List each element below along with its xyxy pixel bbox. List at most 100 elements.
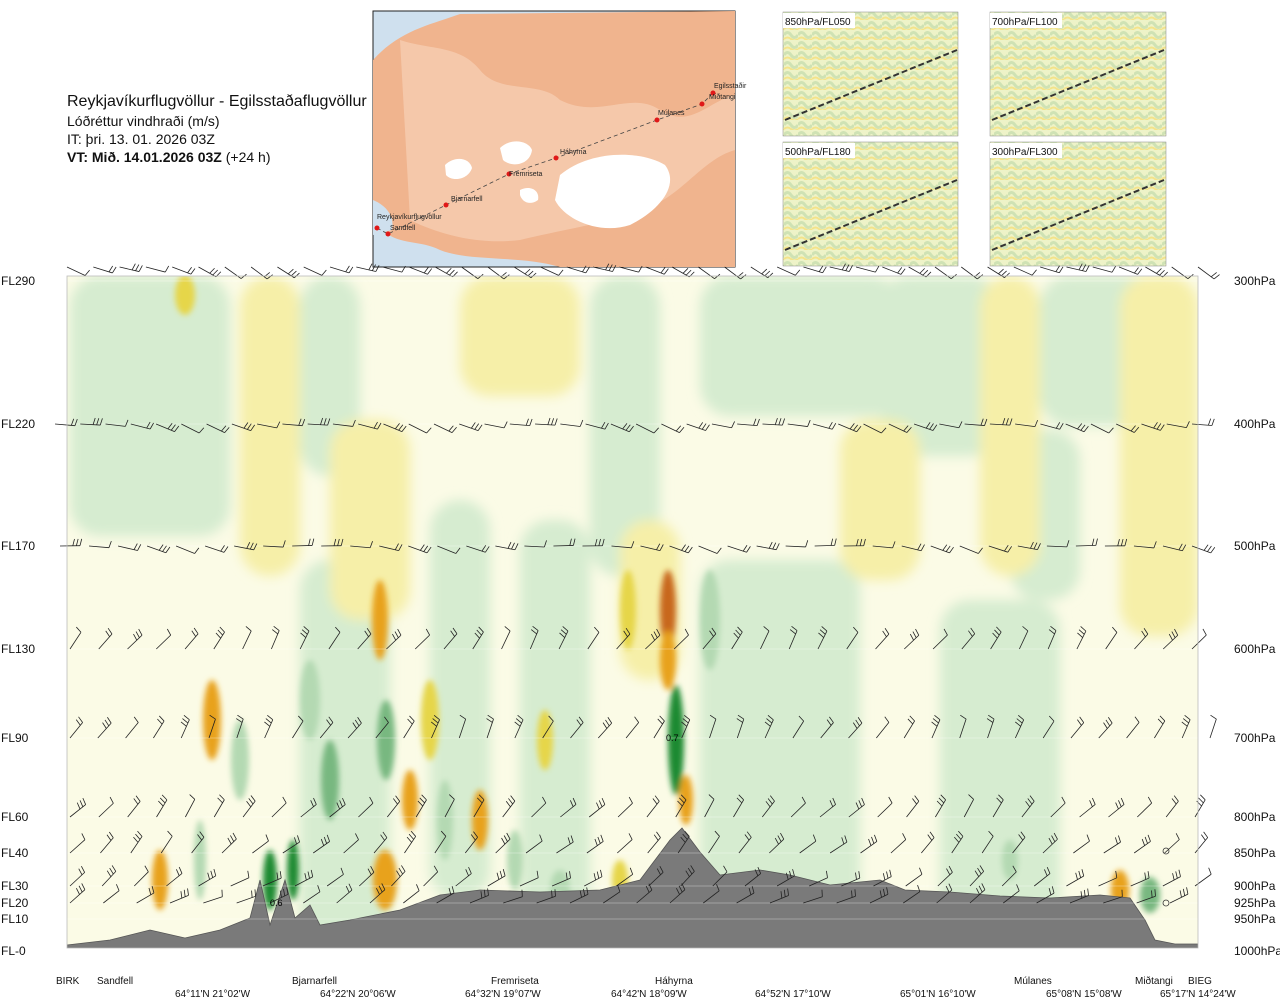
wind-barb bbox=[153, 715, 165, 739]
wind-barb bbox=[616, 867, 634, 887]
wind-barb bbox=[963, 794, 974, 818]
wind-barb bbox=[332, 419, 356, 427]
wind-barb bbox=[379, 543, 403, 551]
wind-barb bbox=[180, 715, 190, 739]
inset-300-title: 300hPa/FL300 bbox=[992, 147, 1058, 158]
wind-barb bbox=[69, 797, 87, 818]
wind-barb bbox=[558, 626, 569, 650]
wind-barb bbox=[1021, 795, 1035, 818]
wind-barb bbox=[1171, 266, 1194, 280]
wind-barb bbox=[873, 869, 892, 887]
wind-barb bbox=[130, 830, 143, 854]
wind-barb bbox=[1194, 831, 1209, 854]
location-label-mi-tangi: Miðtangi bbox=[1135, 975, 1173, 987]
downdraft-band bbox=[840, 420, 920, 580]
wind-barb bbox=[1162, 628, 1179, 650]
wind-barb bbox=[935, 794, 946, 818]
wind-barb bbox=[992, 794, 1004, 818]
wind-barb bbox=[536, 889, 556, 904]
wind-barb bbox=[640, 543, 664, 552]
wind-barb bbox=[156, 794, 168, 818]
wind-barb bbox=[347, 717, 362, 739]
wind-barb bbox=[369, 883, 386, 904]
wind-barb bbox=[903, 715, 915, 739]
wind-barb bbox=[191, 831, 205, 854]
wind-barb bbox=[1181, 714, 1191, 739]
wind-barb bbox=[1019, 626, 1029, 650]
hpa-label-950: 950hPa bbox=[1234, 912, 1276, 926]
wind-barb bbox=[519, 870, 539, 887]
updraft-band bbox=[880, 276, 1000, 456]
wind-barb bbox=[136, 886, 155, 904]
wind-barb bbox=[529, 625, 539, 650]
wind-barb bbox=[103, 884, 120, 904]
wind-barb bbox=[1164, 833, 1180, 854]
wind-barb bbox=[698, 545, 722, 554]
wind-barb bbox=[934, 266, 957, 280]
wind-barb bbox=[69, 883, 86, 904]
contour-label-0-6: 0.6 bbox=[270, 898, 283, 908]
wind-barb bbox=[625, 716, 640, 739]
wind-barb bbox=[230, 870, 250, 887]
wind-barb bbox=[466, 545, 490, 553]
velocity-core bbox=[620, 570, 636, 650]
wind-barb bbox=[603, 885, 621, 904]
wind-barb bbox=[1126, 716, 1140, 739]
velocity-core bbox=[372, 580, 388, 660]
barb-row-8 bbox=[69, 865, 1212, 887]
fl-label-fl130: FL130 bbox=[1, 642, 35, 656]
wind-barb bbox=[661, 423, 685, 433]
velocity-core bbox=[175, 276, 195, 315]
valid-time: VT: Mið. 14.01.2026 03Z (+24 h) bbox=[67, 148, 367, 166]
wind-barb bbox=[761, 795, 775, 818]
wind-barb bbox=[617, 796, 633, 818]
wind-barb bbox=[671, 266, 695, 278]
wind-barb bbox=[855, 265, 880, 273]
inset-500: 500hPa/FL180 bbox=[782, 141, 959, 267]
wind-barb bbox=[787, 419, 811, 427]
wind-barb bbox=[271, 625, 280, 650]
wind-barb bbox=[459, 422, 483, 431]
wind-barb bbox=[1076, 626, 1087, 650]
wind-barb bbox=[408, 266, 433, 275]
wind-barb bbox=[263, 540, 286, 548]
wind-barb bbox=[570, 716, 584, 739]
velocity-core bbox=[402, 770, 418, 830]
wind-barb bbox=[698, 266, 721, 279]
wind-barb bbox=[681, 714, 691, 739]
wind-barb bbox=[408, 544, 432, 554]
wind-barb bbox=[1047, 625, 1057, 650]
valid-time-lead: (+24 h) bbox=[225, 149, 271, 165]
wind-barb bbox=[1040, 422, 1064, 430]
map-label-mulanes: Múlanes bbox=[658, 110, 685, 117]
wind-barb bbox=[788, 625, 798, 650]
map-label-hahyrna: Háhyrna bbox=[560, 149, 587, 156]
map-label-midtangi: Miðtangi bbox=[709, 93, 736, 101]
wind-barb bbox=[175, 545, 200, 554]
wind-barb bbox=[930, 544, 954, 554]
wind-barb bbox=[156, 628, 172, 650]
barb-row-5 bbox=[69, 714, 1217, 739]
wind-barb bbox=[566, 265, 590, 274]
location-label-mu-lanes: Múlanes bbox=[1014, 976, 1052, 987]
velocity-core bbox=[668, 685, 684, 795]
wind-barb bbox=[101, 865, 117, 887]
wind-barb bbox=[986, 714, 995, 739]
wind-barb bbox=[414, 628, 430, 650]
terrain bbox=[67, 827, 1198, 948]
wind-barb bbox=[373, 831, 388, 854]
title-block: Reykjavíkurflugvöllur - Egilsstaðaflugvö… bbox=[67, 92, 367, 166]
wind-barb bbox=[357, 627, 372, 650]
wind-barb bbox=[619, 265, 643, 273]
wind-barb bbox=[829, 835, 848, 854]
wind-barb bbox=[80, 417, 103, 426]
wind-barb bbox=[69, 716, 83, 739]
wind-barb bbox=[587, 626, 600, 650]
fl-label-fl30: FL30 bbox=[1, 879, 29, 893]
wind-barb bbox=[93, 265, 117, 274]
wind-barb bbox=[282, 835, 300, 854]
wind-barb bbox=[635, 423, 659, 434]
wind-barb bbox=[444, 794, 455, 818]
wind-barb bbox=[932, 628, 948, 650]
fl-label-fl10: FL10 bbox=[1, 912, 29, 926]
